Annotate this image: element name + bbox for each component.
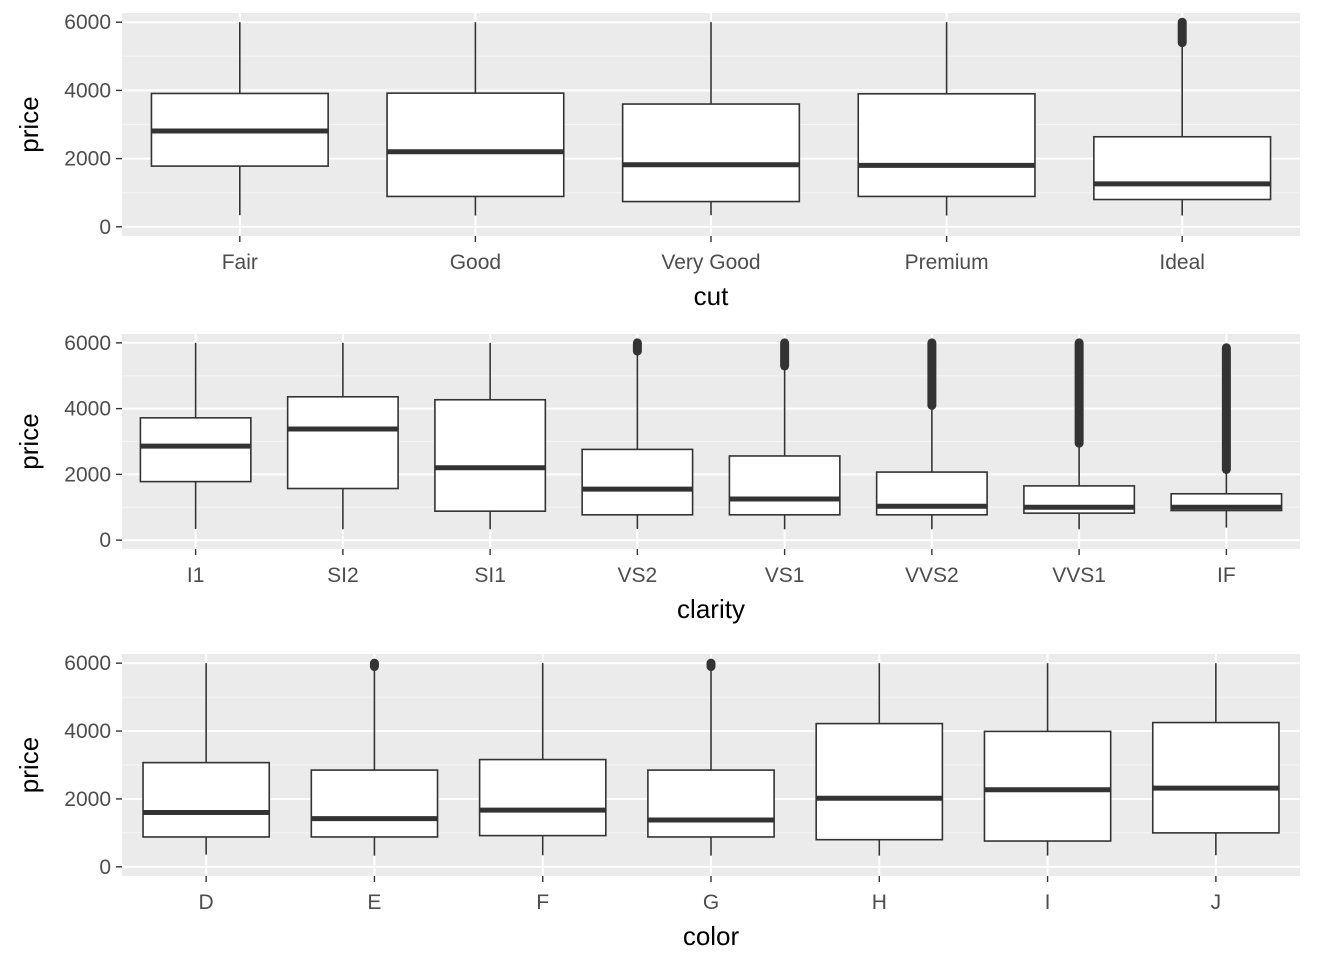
x-tick-label: SI2 xyxy=(327,564,359,587)
box-iqr xyxy=(286,395,399,490)
box-iqr xyxy=(857,93,1036,198)
box-VS2 xyxy=(581,338,694,529)
box-VVS1 xyxy=(1023,338,1136,530)
box-Ideal xyxy=(1093,17,1272,216)
box-Premium xyxy=(857,22,1036,216)
box-iqr xyxy=(728,455,841,516)
box-iqr xyxy=(478,758,607,837)
panel-clarity: 0 2000 4000 6000 I1 SI2 SI1 VS2 VS1 VVS2 VVS1 IF cla… xyxy=(14,332,1300,624)
y-tick-label: 6000 xyxy=(64,11,111,34)
y-tick-label: 6000 xyxy=(64,332,111,355)
box-iqr xyxy=(647,769,775,838)
x-tick-label: H xyxy=(872,891,887,914)
y-tick-label: 0 xyxy=(99,856,111,879)
x-tick-label: SI1 xyxy=(474,564,506,587)
x-tick-label: VS1 xyxy=(765,564,805,587)
y-tick-label: 4000 xyxy=(64,398,111,421)
panel-cut: 0 2000 4000 6000 Fair Good Very Good Premium Ide… xyxy=(14,11,1300,311)
x-tick-label: Fair xyxy=(222,251,258,274)
x-tick-label: VVS1 xyxy=(1052,564,1106,587)
y-tick-label: 0 xyxy=(99,216,111,239)
x-tick-label: I xyxy=(1045,891,1051,914)
box-I xyxy=(983,663,1112,856)
y-tick-label: 6000 xyxy=(64,652,111,675)
y-tick-label: 2000 xyxy=(64,148,111,171)
box-iqr xyxy=(621,103,801,203)
box-I1 xyxy=(139,342,252,529)
box-F xyxy=(478,663,607,856)
x-tick-label: E xyxy=(367,891,381,914)
y-tick-label: 2000 xyxy=(64,788,111,811)
x-tick-label: Good xyxy=(450,251,501,274)
y-tick-label: 2000 xyxy=(64,463,111,486)
box-iqr xyxy=(1151,721,1280,834)
box-Fair xyxy=(150,22,329,216)
box-iqr xyxy=(310,769,439,838)
box-G xyxy=(647,658,775,856)
box-Good xyxy=(386,22,565,216)
box-H xyxy=(815,663,944,856)
y-tick-label: 4000 xyxy=(64,720,111,743)
box-SI1 xyxy=(434,342,547,530)
box-iqr xyxy=(815,722,944,841)
box-iqr xyxy=(1093,135,1272,201)
x-tick-label: D xyxy=(199,891,214,914)
box-iqr xyxy=(983,730,1112,842)
y-tick-label: 0 xyxy=(99,529,111,552)
box-J xyxy=(1151,663,1280,856)
box-Very Good xyxy=(621,22,801,216)
box-iqr xyxy=(139,417,252,483)
x-tick-label: IF xyxy=(1217,564,1236,587)
y-axis-title: price xyxy=(14,737,44,793)
x-tick-label: VS2 xyxy=(618,564,658,587)
box-E xyxy=(310,658,439,856)
box-D xyxy=(142,663,271,855)
x-axis-title: clarity xyxy=(677,594,745,624)
y-axis-title: price xyxy=(14,413,44,469)
box-IF xyxy=(1170,343,1283,528)
x-tick-label: Premium xyxy=(905,251,989,274)
y-axis-title: price xyxy=(14,96,44,152)
x-tick-label: G xyxy=(703,891,719,914)
box-SI2 xyxy=(286,342,399,530)
box-iqr xyxy=(434,398,547,512)
x-tick-label: F xyxy=(536,891,549,914)
x-tick-label: I1 xyxy=(187,564,205,587)
y-tick-label: 4000 xyxy=(64,79,111,102)
box-iqr xyxy=(142,761,271,838)
x-tick-label: VVS2 xyxy=(905,564,959,587)
x-tick-label: J xyxy=(1211,891,1222,914)
box-iqr xyxy=(581,448,694,516)
box-VS1 xyxy=(728,338,841,530)
x-tick-label: Very Good xyxy=(661,251,760,274)
box-iqr xyxy=(386,92,565,198)
x-tick-label: Ideal xyxy=(1159,251,1205,274)
x-axis-title: color xyxy=(683,921,740,951)
x-axis-title: cut xyxy=(694,281,729,311)
box-VVS2 xyxy=(875,338,988,530)
